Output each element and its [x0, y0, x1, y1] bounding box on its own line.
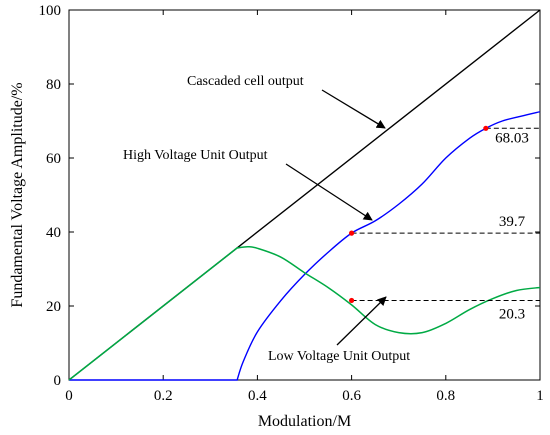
x-tick-label: 0.2: [154, 388, 173, 404]
y-tick-label: 100: [39, 3, 62, 19]
annotation-label: Low Voltage Unit Output: [268, 349, 410, 364]
y-axis-title: Fundamental Voltage Amplitude/%: [9, 82, 26, 307]
annotation-arrow: [321, 89, 386, 129]
marker-layer: 39.7 68.03 20.3: [349, 125, 529, 322]
y-tick-label: 20: [46, 299, 61, 315]
series-layer: [68, 9, 541, 381]
annotation-arrow: [336, 296, 387, 346]
x-tick-label: 1: [536, 388, 544, 404]
series-high-voltage-unit-output: [69, 111, 541, 381]
y-tick-label: 40: [46, 225, 61, 241]
guide-layer: [351, 127, 540, 301]
annotation-label: High Voltage Unit Output: [123, 148, 268, 163]
marker-point: [349, 230, 355, 236]
x-tick-label: 0.6: [342, 388, 361, 404]
marker-value-label: 39.7: [499, 214, 526, 230]
x-tick-label: 0.4: [248, 388, 267, 404]
annotation-high-voltage-unit-output: High Voltage Unit Output: [123, 148, 373, 221]
marker-value-label: 20.3: [499, 306, 525, 322]
x-axis-title: Modulation/M: [258, 413, 351, 430]
marker-point: [349, 297, 355, 304]
axis-ticks: 0 0.2 0.4 0.6 0.8 1 0 20 40 60 80 100: [39, 3, 544, 404]
y-tick-label: 80: [46, 77, 61, 93]
marker-point: [483, 125, 489, 131]
annotation-arrow: [285, 163, 373, 221]
annotation-label: Cascaded cell output: [187, 74, 304, 89]
y-tick-label: 60: [46, 151, 61, 167]
y-tick-label: 0: [54, 373, 62, 389]
plot-frame: [68, 9, 541, 381]
series-low-voltage-unit-output: [68, 246, 541, 381]
annotation-low-voltage-unit-output: Low Voltage Unit Output: [268, 296, 410, 364]
marker-value-label: 68.03: [495, 130, 529, 146]
x-tick-label: 0.8: [436, 388, 455, 404]
annotation-cascaded-cell-output: Cascaded cell output: [187, 74, 386, 129]
x-tick-label: 0: [65, 388, 73, 404]
